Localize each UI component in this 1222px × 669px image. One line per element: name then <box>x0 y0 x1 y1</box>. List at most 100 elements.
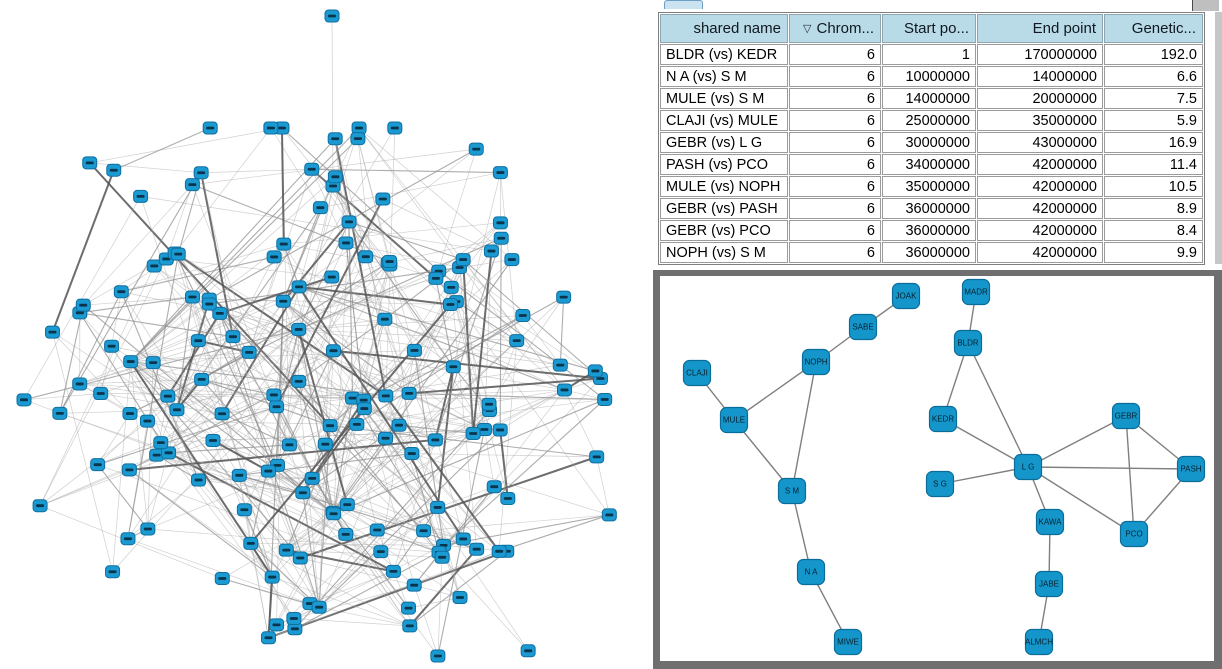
overview-node-n-a[interactable]: N A <box>796 558 826 586</box>
graph-node[interactable] <box>281 438 297 452</box>
overview-edge-kedr-l-g[interactable] <box>942 418 1029 468</box>
column-header-end-point[interactable]: End point <box>977 14 1103 43</box>
overview-node-madr[interactable]: MADR <box>961 278 991 306</box>
graph-node[interactable] <box>338 527 354 541</box>
graph-node[interactable] <box>202 121 218 135</box>
graph-node[interactable] <box>236 503 252 517</box>
graph-node[interactable] <box>184 290 200 304</box>
table-row[interactable]: GEBR (vs) PCO 6 36000000 42000000 8.4 <box>660 220 1203 241</box>
value-cell[interactable]: 16.9 <box>1104 132 1203 153</box>
main-network-canvas[interactable] <box>0 0 653 669</box>
graph-node[interactable] <box>556 383 572 397</box>
graph-node[interactable] <box>312 201 328 215</box>
graph-node[interactable] <box>476 423 492 437</box>
shared-name-cell[interactable]: GEBR (vs) PASH <box>660 198 788 219</box>
graph-node[interactable] <box>291 374 307 388</box>
value-cell[interactable]: 6 <box>789 44 881 65</box>
graph-node[interactable] <box>341 215 357 229</box>
shared-name-cell[interactable]: N A (vs) S M <box>660 66 788 87</box>
value-cell[interactable]: 170000000 <box>977 44 1103 65</box>
graph-node[interactable] <box>481 397 497 411</box>
graph-node[interactable] <box>243 536 259 550</box>
value-cell[interactable]: 5.9 <box>1104 110 1203 131</box>
filter-icon[interactable]: ▽ <box>803 23 812 35</box>
overview-node-sabe[interactable]: SABE <box>848 313 878 341</box>
graph-node[interactable] <box>191 473 207 487</box>
graph-node[interactable] <box>327 132 343 146</box>
graph-node[interactable] <box>375 192 391 206</box>
value-cell[interactable]: 6.6 <box>1104 66 1203 87</box>
value-cell[interactable]: 6 <box>789 198 881 219</box>
graph-node[interactable] <box>349 417 365 431</box>
value-cell[interactable]: 6 <box>789 176 881 197</box>
graph-node[interactable] <box>373 545 389 559</box>
graph-node[interactable] <box>385 564 401 578</box>
overview-node-pash[interactable]: PASH <box>1176 455 1206 483</box>
graph-node[interactable] <box>469 542 485 556</box>
graph-node[interactable] <box>492 166 508 180</box>
graph-node[interactable] <box>504 253 520 267</box>
graph-node[interactable] <box>145 356 161 370</box>
graph-node[interactable] <box>597 392 613 406</box>
graph-node[interactable] <box>358 250 374 264</box>
graph-node[interactable] <box>401 601 417 615</box>
graph-node[interactable] <box>291 280 307 294</box>
value-cell[interactable]: 6 <box>789 242 881 263</box>
overview-node-s-g[interactable]: S G <box>925 470 955 498</box>
overview-node-miwe[interactable]: MIWE <box>833 628 863 656</box>
graph-node[interactable] <box>492 423 508 437</box>
overview-node-kawa[interactable]: KAWA <box>1035 508 1065 536</box>
graph-node[interactable] <box>120 532 136 546</box>
graph-node[interactable] <box>16 393 32 407</box>
graph-node[interactable] <box>153 436 169 450</box>
value-cell[interactable]: 14000000 <box>882 88 976 109</box>
value-cell[interactable]: 6 <box>789 66 881 87</box>
value-cell[interactable]: 6 <box>789 132 881 153</box>
graph-node[interactable] <box>75 298 91 312</box>
value-cell[interactable]: 8.9 <box>1104 198 1203 219</box>
graph-node[interactable] <box>452 591 468 605</box>
graph-node[interactable] <box>387 121 403 135</box>
overview-node-claji[interactable]: CLAJI <box>682 359 712 387</box>
overview-node-l-g[interactable]: L G <box>1013 453 1043 481</box>
graph-node[interactable] <box>442 298 458 312</box>
graph-node[interactable] <box>338 236 354 250</box>
overview-edge-l-g-pash[interactable] <box>1027 466 1192 470</box>
graph-node[interactable] <box>430 649 446 663</box>
value-cell[interactable]: 35000000 <box>977 110 1103 131</box>
overview-edge-l-g-pco[interactable] <box>1027 466 1135 535</box>
graph-node[interactable] <box>291 322 307 336</box>
value-cell[interactable]: 36000000 <box>882 220 976 241</box>
value-cell[interactable]: 6 <box>789 88 881 109</box>
graph-node[interactable] <box>406 343 422 357</box>
graph-node[interactable] <box>161 446 177 460</box>
graph-node[interactable] <box>169 403 185 417</box>
overview-network-view[interactable]: JOAK SABE NOPH CLAJI MULE S M N A MIWE MADR BLDR K… <box>660 276 1214 661</box>
graph-node[interactable] <box>123 355 139 369</box>
graph-node[interactable] <box>82 156 98 170</box>
graph-node[interactable] <box>492 216 508 230</box>
value-cell[interactable]: 25000000 <box>882 110 976 131</box>
graph-node[interactable] <box>493 231 509 245</box>
overview-node-joak[interactable]: JOAK <box>891 282 921 310</box>
graph-node[interactable] <box>324 270 340 284</box>
graph-node[interactable] <box>241 345 257 359</box>
graph-node[interactable] <box>509 334 525 348</box>
shared-name-cell[interactable]: PASH (vs) PCO <box>660 154 788 175</box>
overview-edge-l-g-gebr[interactable] <box>1027 415 1127 468</box>
graph-node[interactable] <box>404 447 420 461</box>
graph-node[interactable] <box>72 377 88 391</box>
value-cell[interactable]: 10.5 <box>1104 176 1203 197</box>
graph-node[interactable] <box>184 178 200 192</box>
graph-node[interactable] <box>260 631 276 645</box>
shared-name-cell[interactable]: GEBR (vs) L G <box>660 132 788 153</box>
table-row[interactable]: CLAJI (vs) MULE 6 25000000 35000000 5.9 <box>660 110 1203 131</box>
column-header-shared-name[interactable]: shared name <box>660 14 788 43</box>
shared-name-cell[interactable]: BLDR (vs) KEDR <box>660 44 788 65</box>
graph-node[interactable] <box>455 532 471 546</box>
overview-node-pco[interactable]: PCO <box>1119 520 1149 548</box>
shared-name-cell[interactable]: GEBR (vs) PCO <box>660 220 788 241</box>
graph-node[interactable] <box>212 306 228 320</box>
overview-node-jabe[interactable]: JABE <box>1034 570 1064 598</box>
value-cell[interactable]: 10000000 <box>882 66 976 87</box>
